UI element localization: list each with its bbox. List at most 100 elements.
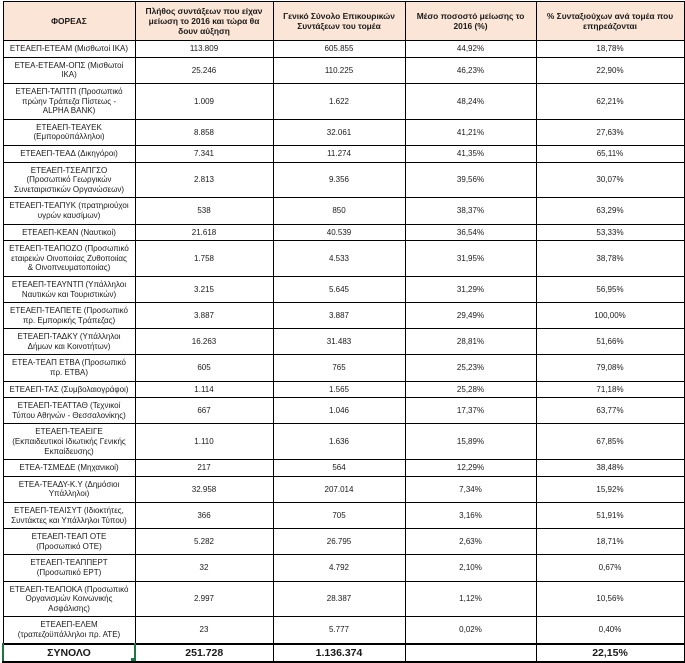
org-cell[interactable]: ΕΤΕΑ-ΤΕΑΠ ΕΤΒΑ (Προσωπικό πρ. ΕΤΒΑ): [2, 354, 136, 382]
value-cell[interactable]: 27,63%: [535, 118, 685, 146]
value-cell[interactable]: 38,37%: [404, 197, 537, 225]
org-cell[interactable]: ΕΤΕΑΕΠ-ΤΕΑΠΕΤΕ (Προσωπικό πρ. Εμπορικής …: [2, 302, 136, 330]
org-cell[interactable]: ΕΤΕΑ-ΤΕΑΔΥ-Κ.Υ (Δημόσιοι Υπάλληλοι): [2, 475, 136, 504]
value-cell[interactable]: 10,56%: [535, 580, 685, 618]
value-cell[interactable]: 207.014: [272, 475, 406, 504]
value-cell[interactable]: 7,34%: [404, 475, 537, 504]
value-cell[interactable]: 3.887: [272, 302, 406, 330]
org-cell[interactable]: ΕΤΕΑΕΠ-ΤΕΑΥΝΤΠ (Υπάλληλοι Ναυτικών και Τ…: [2, 275, 136, 304]
value-cell[interactable]: 53,33%: [535, 223, 685, 242]
value-cell[interactable]: 36,54%: [404, 223, 537, 242]
value-cell[interactable]: 39,56%: [404, 161, 537, 199]
value-cell[interactable]: 62,21%: [535, 83, 685, 120]
value-cell[interactable]: 28,81%: [404, 328, 537, 356]
value-cell[interactable]: 0,40%: [535, 616, 685, 645]
org-cell[interactable]: ΕΤΕΑΕΠ-ΤΕΑΙΣΥΤ (Ιδιοκτήτες, Συντάκτες κα…: [2, 502, 136, 530]
value-cell[interactable]: 705: [272, 502, 406, 530]
value-cell[interactable]: 21.618: [134, 223, 274, 242]
total-org-cell[interactable]: ΣΥΝΟΛΟ: [2, 642, 136, 663]
value-cell[interactable]: 8.858: [134, 118, 274, 146]
value-cell[interactable]: 31.483: [272, 328, 406, 356]
value-cell[interactable]: 46,23%: [404, 56, 537, 85]
value-cell[interactable]: 11.274: [272, 144, 406, 163]
value-cell[interactable]: 765: [272, 354, 406, 382]
value-cell[interactable]: 850: [272, 197, 406, 225]
value-cell[interactable]: 564: [272, 459, 406, 477]
value-cell[interactable]: 1.565: [272, 380, 406, 399]
org-cell[interactable]: ΕΤΕΑΕΠ-ΤΑΔΚΥ (Υπάλληλοι Δήμων και Κοινοτ…: [2, 328, 136, 356]
value-cell[interactable]: 3.215: [134, 275, 274, 304]
value-cell[interactable]: 67,85%: [535, 423, 685, 461]
value-cell[interactable]: 51,66%: [535, 328, 685, 356]
value-cell[interactable]: 15,92%: [535, 475, 685, 504]
value-cell[interactable]: 79,08%: [535, 354, 685, 382]
value-cell[interactable]: 5.777: [272, 616, 406, 645]
org-cell[interactable]: ΕΤΕΑΕΠ-ΕΛΕΜ (τραπεζοϋπάλληλοι πρ. ΑΤΕ): [2, 616, 136, 645]
total-avg-reduction-cell[interactable]: [404, 642, 537, 663]
col-header-total-auxiliary[interactable]: Γενικό Σύνολο Επικουρικών Συντάξεων του …: [272, 0, 406, 42]
value-cell[interactable]: 28.387: [272, 580, 406, 618]
value-cell[interactable]: 65,11%: [535, 144, 685, 163]
org-cell[interactable]: ΕΤΕΑΕΠ-ΤΕΑΔ (Δικηγόροι): [2, 144, 136, 163]
value-cell[interactable]: 0,02%: [404, 616, 537, 645]
value-cell[interactable]: 40.539: [272, 223, 406, 242]
value-cell[interactable]: 32.958: [134, 475, 274, 504]
value-cell[interactable]: 63,77%: [535, 397, 685, 425]
value-cell[interactable]: 12,29%: [404, 459, 537, 477]
value-cell[interactable]: 0,67%: [535, 554, 685, 582]
value-cell[interactable]: 9.356: [272, 161, 406, 199]
value-cell[interactable]: 41,35%: [404, 144, 537, 163]
value-cell[interactable]: 1,12%: [404, 580, 537, 618]
org-cell[interactable]: ΕΤΕΑΕΠ-ΤΑΠΤΠ (Προσωπικό πρώην Τράπεζα Πί…: [2, 83, 136, 120]
value-cell[interactable]: 4.792: [272, 554, 406, 582]
col-header-foreas[interactable]: ΦΟΡΕΑΣ: [2, 0, 136, 42]
org-cell[interactable]: ΕΤΕΑΕΠ-ΕΤΕΑΜ (Μισθωτοί ΙΚΑ): [2, 40, 136, 58]
value-cell[interactable]: 15,89%: [404, 423, 537, 461]
value-cell[interactable]: 56,95%: [535, 275, 685, 304]
value-cell[interactable]: 71,18%: [535, 380, 685, 399]
value-cell[interactable]: 5.645: [272, 275, 406, 304]
value-cell[interactable]: 605.855: [272, 40, 406, 58]
value-cell[interactable]: 44,92%: [404, 40, 537, 58]
value-cell[interactable]: 2.997: [134, 580, 274, 618]
value-cell[interactable]: 31,29%: [404, 275, 537, 304]
value-cell[interactable]: 1.046: [272, 397, 406, 425]
value-cell[interactable]: 3,16%: [404, 502, 537, 530]
value-cell[interactable]: 1.636: [272, 423, 406, 461]
value-cell[interactable]: 25,23%: [404, 354, 537, 382]
fill-handle[interactable]: [130, 657, 133, 661]
value-cell[interactable]: 1.622: [272, 83, 406, 120]
org-cell[interactable]: ΕΤΕΑΕΠ-ΤΕΑΥΕΚ (Εμποροϋπάλληλοι): [2, 118, 136, 146]
col-header-reduced-2016[interactable]: Πλήθος συντάξεων που είχαν μείωση το 201…: [134, 0, 274, 42]
org-cell[interactable]: ΕΤΕΑ-ΕΤΕΑΜ-ΟΠΣ (Μισθωτοί ΙΚΑ): [2, 56, 136, 85]
value-cell[interactable]: 17,37%: [404, 397, 537, 425]
value-cell[interactable]: 1.114: [134, 380, 274, 399]
value-cell[interactable]: 51,91%: [535, 502, 685, 530]
org-cell[interactable]: ΕΤΕΑΕΠ-ΚΕΑΝ (Ναυτικοί): [2, 223, 136, 242]
org-cell[interactable]: ΕΤΕΑΕΠ-ΤΕΑΤΤΑΘ (Τεχνικοί Τύπου Αθηνών - …: [2, 397, 136, 425]
org-cell[interactable]: ΕΤΕΑΕΠ-ΤΕΑΠΠΕΡΤ (Προσωπικό ΕΡΤ): [2, 554, 136, 582]
value-cell[interactable]: 38,78%: [535, 240, 685, 277]
value-cell[interactable]: 22,90%: [535, 56, 685, 85]
org-cell[interactable]: ΕΤΕΑΕΠ-ΤΕΑΠΥΚ (πρατηριούχοι υγρών καυσίμ…: [2, 197, 136, 225]
value-cell[interactable]: 2.813: [134, 161, 274, 199]
value-cell[interactable]: 538: [134, 197, 274, 225]
value-cell[interactable]: 63,29%: [535, 197, 685, 225]
total-reduced-cell[interactable]: 251.728: [134, 642, 274, 663]
value-cell[interactable]: 31,95%: [404, 240, 537, 277]
value-cell[interactable]: 25.246: [134, 56, 274, 85]
value-cell[interactable]: 100,00%: [535, 302, 685, 330]
value-cell[interactable]: 2,10%: [404, 554, 537, 582]
org-cell[interactable]: ΕΤΕΑ-ΤΣΜΕΔΕ (Μηχανικοί): [2, 459, 136, 477]
value-cell[interactable]: 25,28%: [404, 380, 537, 399]
value-cell[interactable]: 1.758: [134, 240, 274, 277]
value-cell[interactable]: 4.533: [272, 240, 406, 277]
col-header-pct-affected[interactable]: % Συνταξιούχων ανά τομέα που επηρεάζοντα…: [535, 0, 685, 42]
org-cell[interactable]: ΕΤΕΑΕΠ-ΤΣΕΑΠΓΣΟ (Προσωπικό Γεωργικών Συν…: [2, 161, 136, 199]
total-auxiliary-cell[interactable]: 1.136.374: [272, 642, 406, 663]
value-cell[interactable]: 18,78%: [535, 40, 685, 58]
value-cell[interactable]: 7.341: [134, 144, 274, 163]
value-cell[interactable]: 29,49%: [404, 302, 537, 330]
value-cell[interactable]: 23: [134, 616, 274, 645]
value-cell[interactable]: 38,48%: [535, 459, 685, 477]
